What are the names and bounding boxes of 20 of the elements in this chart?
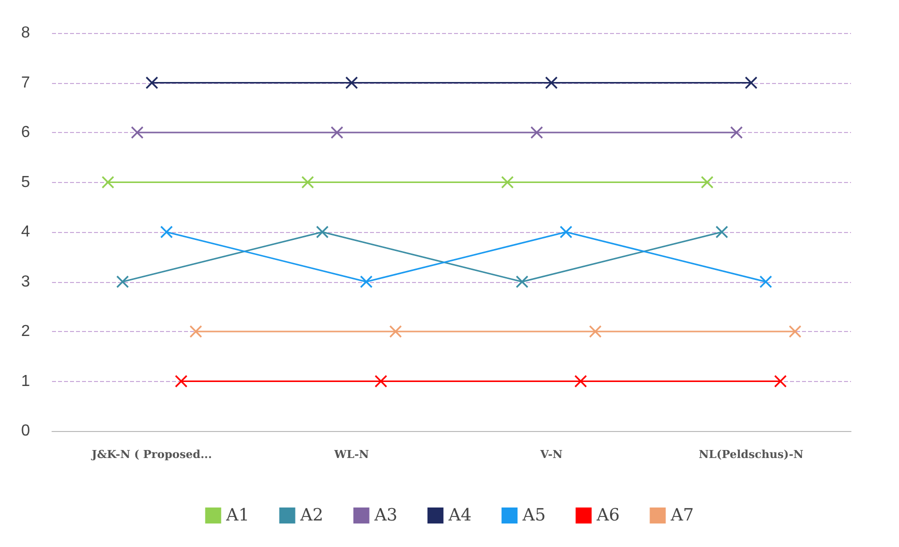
x-tick-label: NL(Peldschus)-N <box>698 448 804 461</box>
y-tick-label: 8 <box>21 24 30 42</box>
y-tick-label: 3 <box>21 273 30 290</box>
legend-label: A2 <box>299 506 324 526</box>
legend-label: A5 <box>522 506 546 526</box>
legend-label: A4 <box>447 506 472 526</box>
legend-label: A7 <box>670 506 694 526</box>
y-tick-label: 5 <box>21 174 30 191</box>
y-tick-label: 0 <box>21 422 30 440</box>
x-tick-label: J&K-N ( Proposed... <box>90 448 212 461</box>
y-tick-label: 6 <box>21 124 30 141</box>
y-tick-label: 4 <box>21 224 30 240</box>
x-tick-label: V-N <box>539 448 563 461</box>
y-tick-label: 1 <box>21 372 30 390</box>
y-tick-label: 2 <box>21 323 30 340</box>
y-tick-label: 7 <box>21 74 30 92</box>
x-tick-label: WL-N <box>333 448 369 461</box>
legend-label: A3 <box>373 506 398 526</box>
legend-label: A6 <box>596 506 620 526</box>
legend-label: A1 <box>225 506 250 526</box>
